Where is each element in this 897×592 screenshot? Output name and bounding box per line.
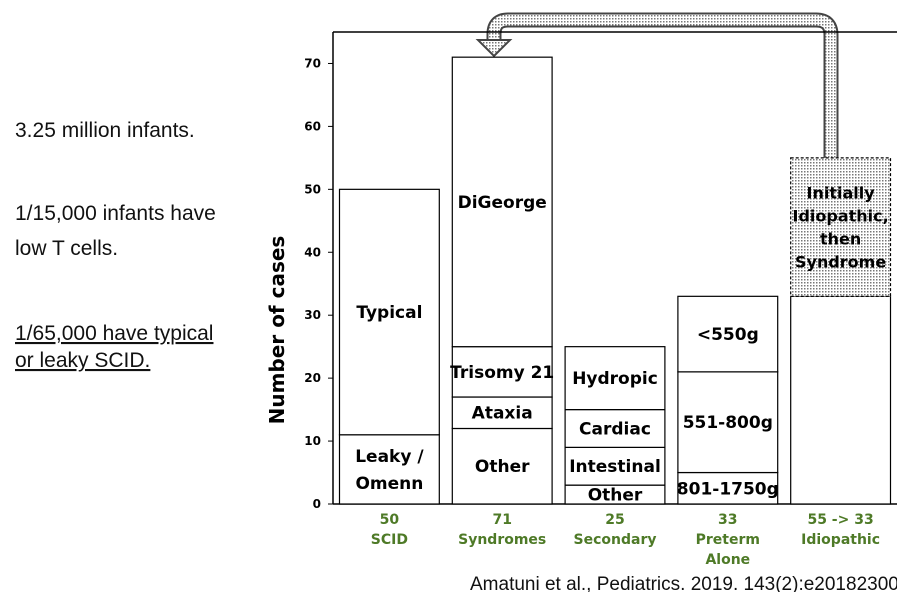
y-axis-label: Number of cases xyxy=(265,236,289,425)
segment-label: then xyxy=(820,230,861,249)
y-tick-label: 30 xyxy=(304,308,321,322)
x-tick-label: 55 -> 33 xyxy=(807,512,873,528)
x-tick-label: 71 xyxy=(492,512,511,528)
bar-segment xyxy=(790,157,892,297)
segment-label: Trisomy 21 xyxy=(450,363,554,383)
bar-segment xyxy=(564,446,666,486)
bar-segment xyxy=(790,295,892,505)
citation: Amatuni et al., Pediatrics. 2019. 143(2)… xyxy=(470,574,897,592)
y-tick-label: 20 xyxy=(304,371,321,385)
bar-segment xyxy=(677,471,779,505)
segment-label: Syndrome xyxy=(795,253,886,272)
bar-segment xyxy=(338,434,440,505)
segment-label: Idiopathic, xyxy=(792,207,888,226)
x-tick-label: 25 xyxy=(605,512,624,528)
note: 3.25 million infants. xyxy=(15,119,195,142)
x-tick-label: Alone xyxy=(705,552,750,568)
y-tick-label: 40 xyxy=(304,245,321,259)
x-tick-label: Syndromes xyxy=(458,532,546,548)
segment-label: Intestinal xyxy=(569,457,661,477)
bar-segment xyxy=(451,346,553,398)
segment-label: Ataxia xyxy=(472,404,533,424)
segment-label: 551-800g xyxy=(683,413,773,433)
x-tick-label: Preterm xyxy=(696,532,760,548)
bar-segment xyxy=(338,188,440,436)
segment-label: Initially xyxy=(807,184,876,203)
bar-segment xyxy=(677,371,779,474)
segment-label: Other xyxy=(588,486,643,506)
segment-label: Omenn xyxy=(355,474,423,494)
arrow xyxy=(475,12,839,158)
y-tick-label: 50 xyxy=(304,182,321,196)
x-tick-label: 50 xyxy=(380,512,400,528)
x-tick-label: Idiopathic xyxy=(801,532,880,548)
y-tick-label: 0 xyxy=(313,497,321,511)
note: or leaky SCID. xyxy=(15,349,150,372)
note: 1/15,000 infants have xyxy=(15,202,216,225)
bar-segment xyxy=(451,396,553,430)
bar-segment xyxy=(451,56,553,348)
segment-label: Leaky / xyxy=(355,447,424,467)
segment-label: Other xyxy=(475,457,530,477)
segment-label: DiGeorge xyxy=(458,193,547,213)
segment-label: 801-1750g xyxy=(677,479,779,499)
segment-label: Hydropic xyxy=(572,369,658,389)
note: 1/65,000 have typical xyxy=(15,322,213,345)
y-tick-label: 70 xyxy=(304,56,321,70)
bar-segment xyxy=(564,346,666,411)
segment-label: <550g xyxy=(697,325,759,345)
note: low T cells. xyxy=(15,237,118,260)
bar-segment xyxy=(677,295,779,373)
y-tick-label: 10 xyxy=(304,434,321,448)
x-tick-label: SCID xyxy=(371,532,408,548)
segment-label: Cardiac xyxy=(579,419,651,439)
x-tick-label: Secondary xyxy=(574,532,657,548)
y-tick-label: 60 xyxy=(304,119,321,133)
segment-label: Typical xyxy=(356,303,422,323)
x-tick-label: 33 xyxy=(718,512,737,528)
bar-segment xyxy=(451,427,553,505)
